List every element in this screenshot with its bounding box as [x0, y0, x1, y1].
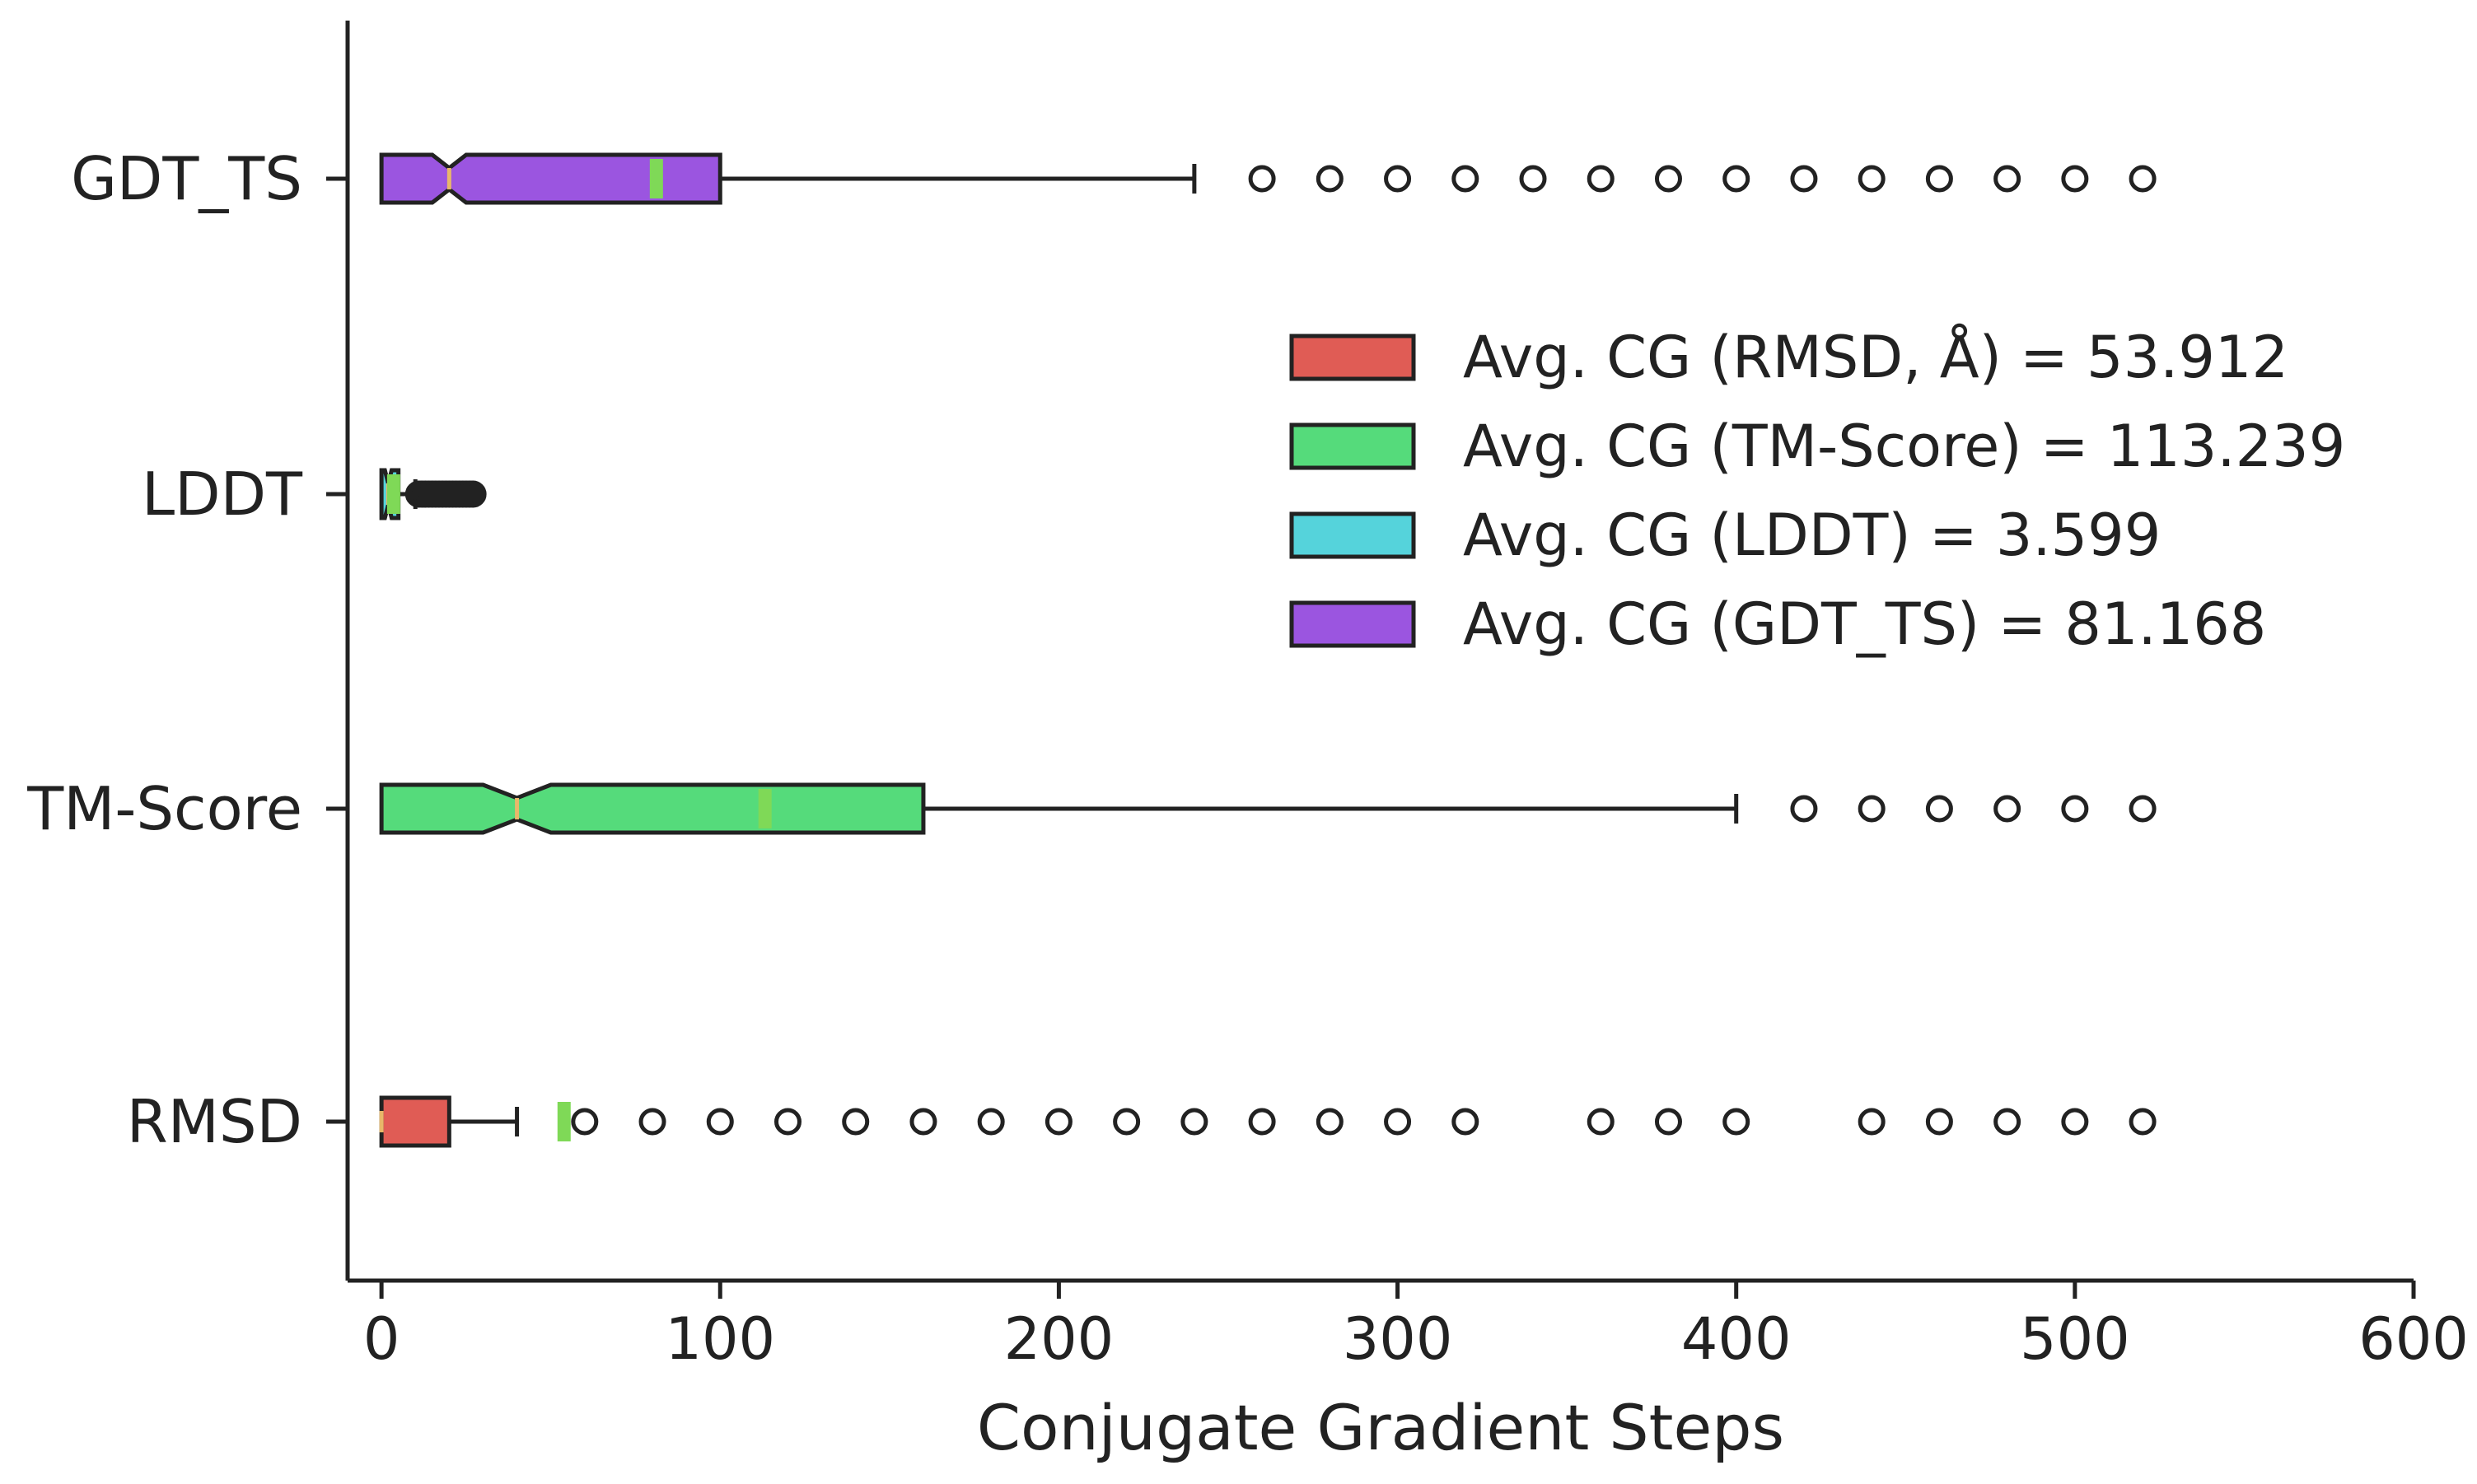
- boxes: [379, 152, 2157, 1148]
- outlier-point: [1858, 165, 1886, 193]
- legend-swatch: [1289, 334, 1416, 381]
- outlier-point: [1654, 1108, 1682, 1136]
- outlier-point: [1925, 165, 1953, 193]
- outlier-point: [1993, 1108, 2021, 1136]
- legend-label: Avg. CG (TM-Score) = 113.239: [1463, 413, 2345, 480]
- legend-label: Avg. CG (LDDT) = 3.599: [1463, 502, 2161, 569]
- y-tick-label-gdt-ts: GDT_TS: [71, 144, 302, 213]
- outlier-point: [1384, 1108, 1412, 1136]
- y-ticks: RMSD TM-Score LDDT GDT_TS: [26, 144, 348, 1156]
- box-body: [379, 152, 722, 205]
- legend-item-3: Avg. CG (GDT_TS) = 81.168: [1289, 590, 2266, 658]
- legend-label: Avg. CG (GDT_TS) = 81.168: [1463, 590, 2266, 658]
- outlier-point: [1587, 165, 1615, 193]
- outlier-point: [571, 1108, 599, 1136]
- x-tick-label: 600: [2358, 1305, 2469, 1373]
- outlier-point: [2061, 1108, 2089, 1136]
- outlier-point: [1858, 795, 1886, 823]
- mean-marker: [557, 1102, 571, 1141]
- outlier-point: [2129, 165, 2157, 193]
- x-axis-label: Conjugate Gradient Steps: [977, 1391, 1784, 1464]
- outlier-point: [1722, 1108, 1750, 1136]
- legend-swatch: [1289, 422, 1416, 470]
- outlier-point: [1519, 165, 1547, 193]
- x-tick-label: 500: [2020, 1305, 2130, 1373]
- outlier-point: [1790, 795, 1818, 823]
- outlier-point: [1925, 1108, 1953, 1136]
- outlier-point: [1113, 1108, 1141, 1136]
- legend-item-1: Avg. CG (TM-Score) = 113.239: [1289, 413, 2345, 480]
- x-tick-label: 300: [1343, 1305, 1453, 1373]
- mean-marker: [649, 159, 663, 198]
- outlier-point: [1587, 1108, 1615, 1136]
- outlier-point: [706, 1108, 734, 1136]
- outlier-point: [1654, 165, 1682, 193]
- outlier-point: [2061, 795, 2089, 823]
- x-ticks: 0 100 200 300 400 500 600: [363, 1281, 2469, 1373]
- legend-item-2: Avg. CG (LDDT) = 3.599: [1289, 502, 2161, 569]
- outlier-point: [1993, 165, 2021, 193]
- box-lddt: [379, 468, 487, 520]
- outlier-point: [1384, 165, 1412, 193]
- outlier-point: [1993, 795, 2021, 823]
- outlier-point: [2061, 165, 2089, 193]
- outlier-point: [1722, 165, 1750, 193]
- outlier-point: [638, 1108, 666, 1136]
- outlier-point: [1248, 1108, 1276, 1136]
- legend-swatch: [1289, 600, 1416, 648]
- outlier-point: [909, 1108, 937, 1136]
- box-rmsd: [379, 1095, 2157, 1148]
- legend-label: Avg. CG (RMSD, Å) = 53.912: [1463, 324, 2288, 391]
- box-tm-score: [379, 782, 2157, 835]
- x-tick-label: 400: [1681, 1305, 1792, 1373]
- outlier-point: [459, 480, 487, 508]
- box-gdt-ts: [379, 152, 2157, 205]
- outlier-point: [1180, 1108, 1208, 1136]
- box-body: [379, 1095, 451, 1148]
- box-body: [379, 782, 926, 835]
- outlier-point: [1451, 165, 1479, 193]
- x-tick-label: 200: [1004, 1305, 1115, 1373]
- outlier-point: [1248, 165, 1276, 193]
- outlier-point: [1925, 795, 1953, 823]
- outlier-point: [1316, 165, 1344, 193]
- mean-marker: [386, 474, 400, 514]
- legend: Avg. CG (RMSD, Å) = 53.912 Avg. CG (TM-Sc…: [1289, 324, 2345, 658]
- outlier-point: [977, 1108, 1005, 1136]
- y-tick-label-rmsd: RMSD: [127, 1087, 302, 1156]
- outlier-point: [1045, 1108, 1073, 1136]
- outlier-point: [842, 1108, 870, 1136]
- legend-item-0: Avg. CG (RMSD, Å) = 53.912: [1289, 324, 2288, 391]
- x-tick-label: 0: [363, 1305, 400, 1373]
- legend-swatch: [1289, 511, 1416, 559]
- outlier-point: [1316, 1108, 1344, 1136]
- outlier-point: [1790, 165, 1818, 193]
- y-tick-label-tm-score: TM-Score: [26, 774, 302, 843]
- outlier-point: [773, 1108, 802, 1136]
- x-tick-label: 100: [665, 1305, 775, 1373]
- outlier-point: [2129, 1108, 2157, 1136]
- y-tick-label-lddt: LDDT: [142, 460, 303, 529]
- axes: [345, 21, 2414, 1283]
- outlier-point: [1858, 1108, 1886, 1136]
- mean-marker: [758, 789, 772, 828]
- outlier-point: [1451, 1108, 1479, 1136]
- outlier-point: [2129, 795, 2157, 823]
